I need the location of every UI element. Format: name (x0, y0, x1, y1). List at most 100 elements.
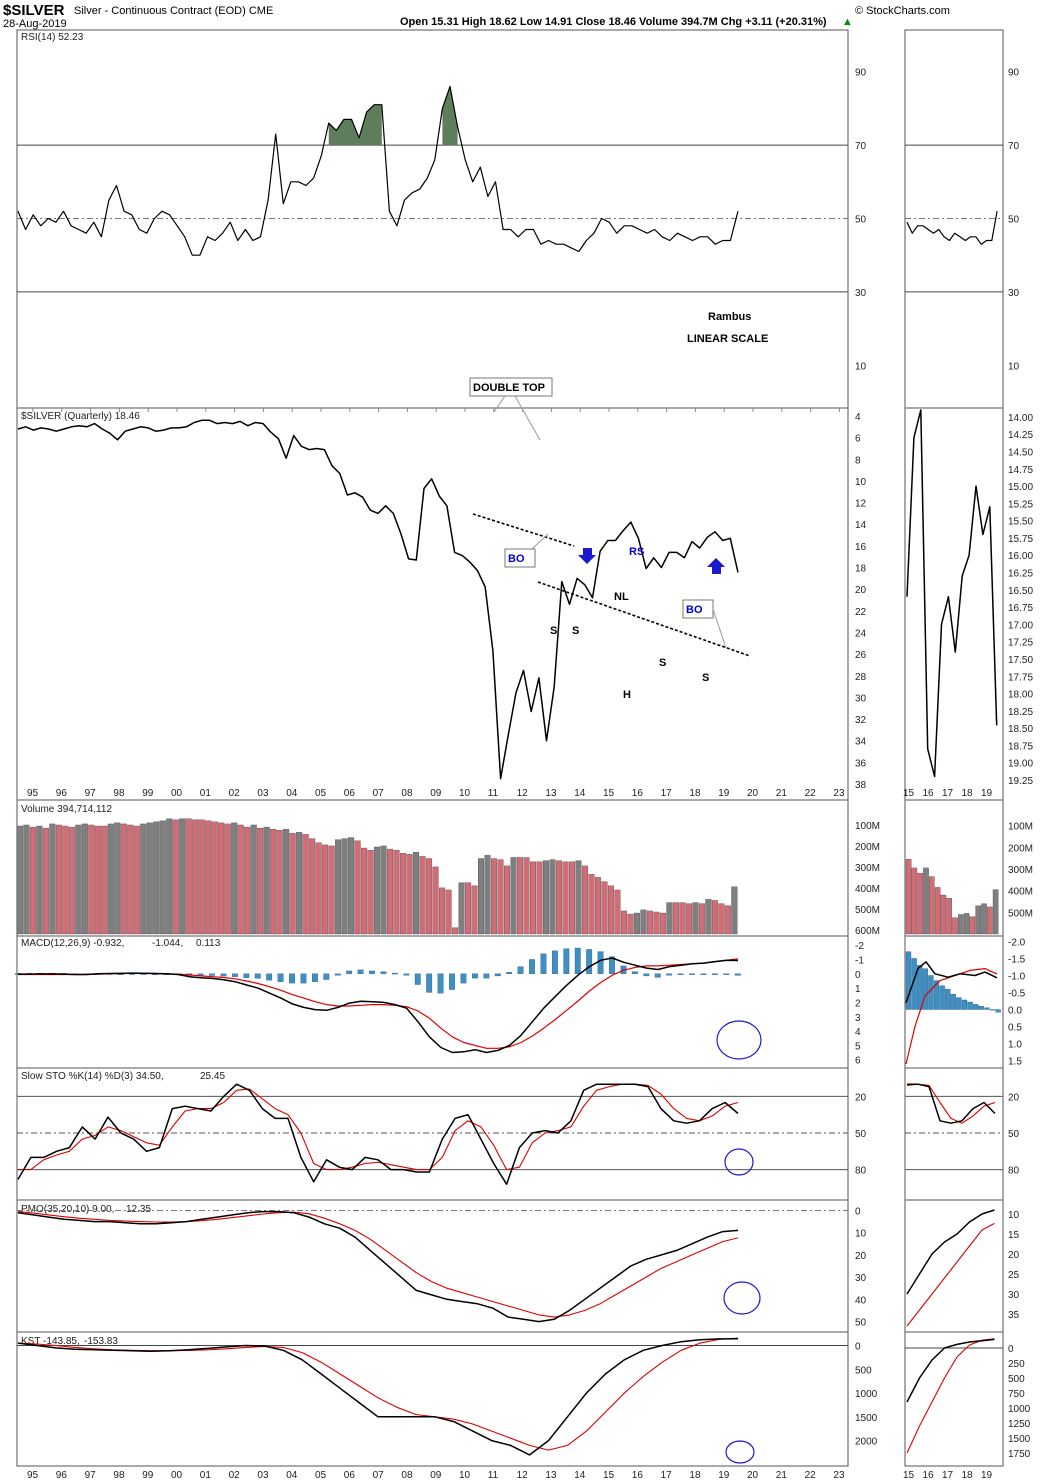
x-tick-label-price: 11 (488, 788, 499, 799)
volume-bar (523, 857, 530, 935)
macd-histogram-bar (289, 973, 295, 984)
x-tick-label-bottom: 12 (517, 1470, 529, 1481)
macd-axis-label: 6 (855, 1056, 861, 1067)
volume-bar (159, 820, 166, 935)
zoom-x-tick-label-price: 17 (942, 788, 954, 799)
volume-bar (439, 887, 446, 935)
zoom-price-axis-label: 14.50 (1008, 447, 1033, 458)
zoom-pmo-axis-label: 30 (1008, 1290, 1020, 1301)
zoom-x-tick-label-price: 18 (962, 788, 974, 799)
volume-bar (555, 860, 562, 935)
pmo-axis-label: 40 (855, 1295, 867, 1306)
volume-bar (575, 860, 582, 935)
volume-bar (705, 899, 712, 935)
volume-bar (601, 881, 608, 935)
volume-bar (94, 825, 101, 935)
volume-bar (724, 905, 731, 935)
volume-bar (49, 823, 56, 935)
zoom-sto-panel-frame (904, 1067, 1004, 1201)
price-label: $SILVER (Quarterly) 18.46 (21, 411, 140, 422)
macd-histogram-bar (677, 973, 684, 975)
rsi-line (17, 85, 739, 256)
volume-bar (491, 858, 498, 935)
zoom-macd-histogram-bar (945, 988, 951, 1010)
volume-bar (302, 834, 309, 935)
x-tick-label-price: 21 (776, 788, 788, 799)
price-axis-label: 38 (855, 780, 867, 791)
zoom-kst-axis-label: 1500 (1008, 1434, 1031, 1445)
volume-bar (510, 857, 517, 935)
price-axis-label: 24 (855, 628, 867, 639)
zoom-macd-histogram-bar (950, 994, 956, 1010)
zoom-macd-axis-label: 1.5 (1008, 1057, 1022, 1068)
volume-bar (88, 824, 95, 935)
zoom-kst-axis-label: 750 (1008, 1389, 1025, 1400)
zoom-price-axis-label: 14.75 (1008, 465, 1033, 476)
macd-histogram-bar (631, 971, 638, 974)
double-top-pointer (514, 395, 541, 441)
volume-bar (257, 827, 264, 935)
rsi-label: RSI(14) 52.23 (21, 32, 84, 43)
zoom-volume-bar (963, 913, 970, 935)
volume-bar (620, 910, 627, 935)
volume-bar (101, 825, 108, 935)
volume-bar (711, 900, 718, 935)
price-axis-label: 6 (855, 434, 861, 445)
volume-bar (633, 912, 640, 935)
volume-bar (718, 903, 725, 935)
volume-bar (640, 909, 647, 935)
volume-bar (400, 853, 407, 935)
price-axis-label: 10 (855, 477, 867, 488)
zoom-rsi-axis-label: 50 (1008, 215, 1020, 226)
kst-highlight-circle (725, 1440, 755, 1464)
volume-bar (659, 912, 666, 935)
volume-bar (341, 838, 348, 935)
x-tick-label-bottom: 95 (27, 1470, 39, 1481)
x-tick-label-price: 23 (833, 788, 845, 799)
volume-bar (465, 882, 472, 935)
volume-bar (218, 822, 225, 935)
zoom-macd-axis-label: 0.0 (1008, 1006, 1022, 1017)
zoom-macd-histogram-bar (922, 968, 928, 1010)
zoom-x-tick-label-price: 19 (981, 788, 993, 799)
volume-bar (562, 861, 569, 935)
zoom-x-tick-label-price: 15 (903, 788, 915, 799)
macd-histogram-bar (231, 973, 238, 977)
volume-bar (731, 886, 738, 935)
macd-histogram-bar (483, 973, 490, 979)
zoom-volume-bar (981, 903, 987, 935)
macd-histogram-bar (380, 971, 387, 974)
zoom-price-axis-label: 16.00 (1008, 551, 1033, 562)
price-axis-label: 30 (855, 693, 867, 704)
zoom-price-axis-label: 14.25 (1008, 430, 1033, 441)
stochastic-d-line (18, 1083, 739, 1171)
bo-label-2: BO (686, 604, 703, 616)
volume-bar (328, 845, 335, 935)
volume-bar (672, 902, 679, 935)
macd-histogram-bar (494, 973, 501, 977)
volume-bar (419, 856, 426, 935)
macd-highlight-circle (716, 1020, 762, 1060)
volume-bar (452, 927, 459, 935)
macd-histogram-bar (551, 950, 558, 974)
macd-histogram-bar (734, 973, 741, 976)
pmo-highlight-circle (723, 1281, 761, 1315)
price-panel-frame (16, 407, 849, 801)
x-tick-label-bottom: 96 (56, 1470, 68, 1481)
x-tick-label-bottom: 09 (430, 1470, 442, 1481)
zoom-pmo-axis-label: 15 (1008, 1230, 1020, 1241)
volume-bar (588, 874, 595, 935)
volume-bar (224, 823, 231, 935)
price-axis-label: 18 (855, 564, 867, 575)
x-tick-label-price: 09 (430, 788, 442, 799)
volume-bar (627, 913, 634, 935)
pmo-line (17, 1210, 739, 1323)
macd-histogram-bar (220, 973, 227, 977)
stochastic-d-value: 25.45 (200, 1071, 225, 1082)
x-tick-label-bottom: 23 (833, 1470, 845, 1481)
macd-histogram-bar (266, 973, 273, 981)
pmo-axis-label: 0 (855, 1206, 861, 1217)
zoom-kst-axis-label: 1000 (1008, 1404, 1031, 1415)
pmo-axis-label: 30 (855, 1273, 867, 1284)
rsi-axis-label: 10 (855, 361, 867, 372)
